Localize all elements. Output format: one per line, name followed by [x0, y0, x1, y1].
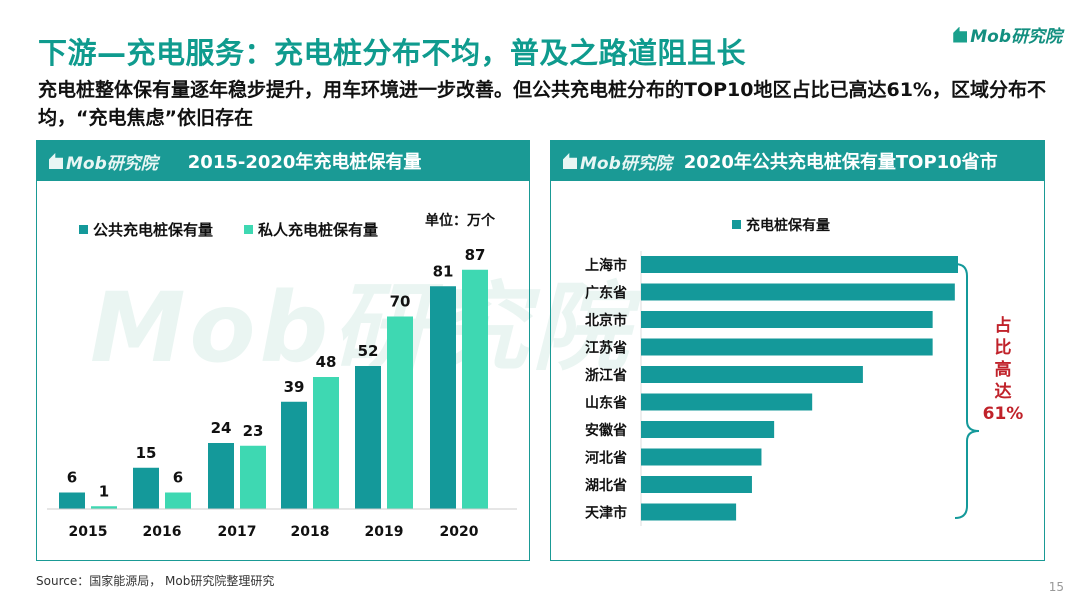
legend-swatch: [732, 220, 741, 229]
data-label: 15: [136, 444, 157, 462]
x-tick-label: 2018: [291, 524, 330, 540]
annotation-text: 占: [995, 315, 1012, 336]
y-tick-label: 河北省: [585, 450, 627, 467]
legend-label: 私人充电桩保有量: [257, 221, 378, 239]
bar: [208, 443, 234, 509]
data-label: 87: [465, 246, 486, 264]
bar: [430, 286, 456, 509]
data-label: 23: [243, 422, 264, 440]
legend-label: 公共充电桩保有量: [93, 221, 213, 239]
logo-icon: [563, 153, 577, 169]
annotation-text: 达: [995, 381, 1012, 402]
bar: [641, 366, 863, 383]
legend-swatch: [79, 225, 88, 234]
bar: [387, 316, 413, 509]
y-tick-label: 浙江省: [585, 367, 627, 384]
bar: [641, 476, 752, 493]
bar: [641, 283, 955, 301]
data-label: 1: [99, 482, 109, 500]
x-tick-label: 2019: [365, 524, 404, 540]
logo-icon: [953, 26, 968, 43]
unit-label: 单位：万个: [425, 212, 496, 229]
y-tick-label: 广东省: [585, 285, 627, 302]
chart-panel-yearly: Mob研究院 2015-2020年充电桩保有量 公共充电桩保有量 私人充电桩保有量…: [36, 140, 530, 561]
annotation-text: 61%: [983, 404, 1024, 424]
chart-panel-top10: Mob研究院 2020年公共充电桩保有量TOP10省市 充电桩保有量上海市广东省…: [550, 140, 1045, 561]
bar: [91, 506, 117, 509]
data-label: 52: [358, 342, 379, 360]
y-tick-label: 上海市: [585, 257, 627, 274]
x-tick-label: 2017: [218, 524, 257, 540]
x-tick-label: 2016: [143, 524, 182, 540]
bar: [641, 256, 958, 273]
x-tick-label: 2020: [440, 524, 479, 540]
legend-swatch: [244, 225, 253, 234]
panel-logo: Mob研究院: [563, 149, 672, 174]
y-tick-label: 山东省: [585, 395, 627, 412]
panel-logo: Mob研究院: [49, 149, 158, 174]
annotation-text: 高: [995, 359, 1012, 380]
y-tick-label: 湖北省: [585, 477, 627, 494]
bar: [59, 492, 85, 509]
data-label: 39: [284, 378, 305, 396]
page-title: 下游—充电服务：充电桩分布不均，普及之路道阻且长: [38, 36, 747, 70]
y-tick-label: 天津市: [585, 505, 627, 522]
legend-label: 充电桩保有量: [746, 217, 830, 234]
bar-chart-yearly: 公共充电桩保有量 私人充电桩保有量 单位：万个 6 1 2015 15 6 2016 24 23 20…: [47, 212, 517, 540]
y-tick-label: 江苏省: [585, 340, 627, 357]
bar: [240, 445, 266, 509]
data-label: 70: [390, 293, 411, 311]
chart-title: 2020年公共充电桩保有量TOP10省市: [683, 152, 998, 173]
bar: [641, 421, 775, 438]
data-label: 6: [67, 469, 77, 487]
bracket: [954, 263, 980, 519]
brand-logo: Mob研究院: [953, 22, 1062, 47]
data-label: 48: [316, 353, 337, 371]
y-tick-label: 安徽省: [585, 422, 627, 439]
bar: [165, 492, 191, 509]
data-label: 24: [211, 419, 232, 437]
chart-title: 2015-2020年充电桩保有量: [187, 152, 422, 173]
annotation-text: 比: [995, 337, 1012, 358]
page-number: 15: [1048, 580, 1064, 594]
bar: [641, 393, 813, 411]
page-subtitle: 充电桩整体保有量逐年稳步提升，用车环境进一步改善。但公共充电桩分布的TOP10地…: [38, 79, 1046, 129]
logo-icon: [49, 153, 63, 169]
bar: [641, 503, 737, 521]
source-note: Source：国家能源局， Mob研究院整理研究: [36, 574, 275, 588]
bar: [462, 269, 488, 509]
bar: [133, 467, 159, 509]
bar: [281, 401, 307, 509]
data-label: 81: [433, 262, 454, 280]
bar: [641, 448, 762, 466]
y-tick-label: 北京市: [585, 312, 627, 329]
data-label: 6: [173, 469, 183, 487]
bar: [355, 366, 381, 509]
bar: [641, 338, 933, 356]
x-tick-label: 2015: [69, 524, 108, 540]
bar: [641, 311, 933, 328]
bar: [313, 377, 339, 509]
